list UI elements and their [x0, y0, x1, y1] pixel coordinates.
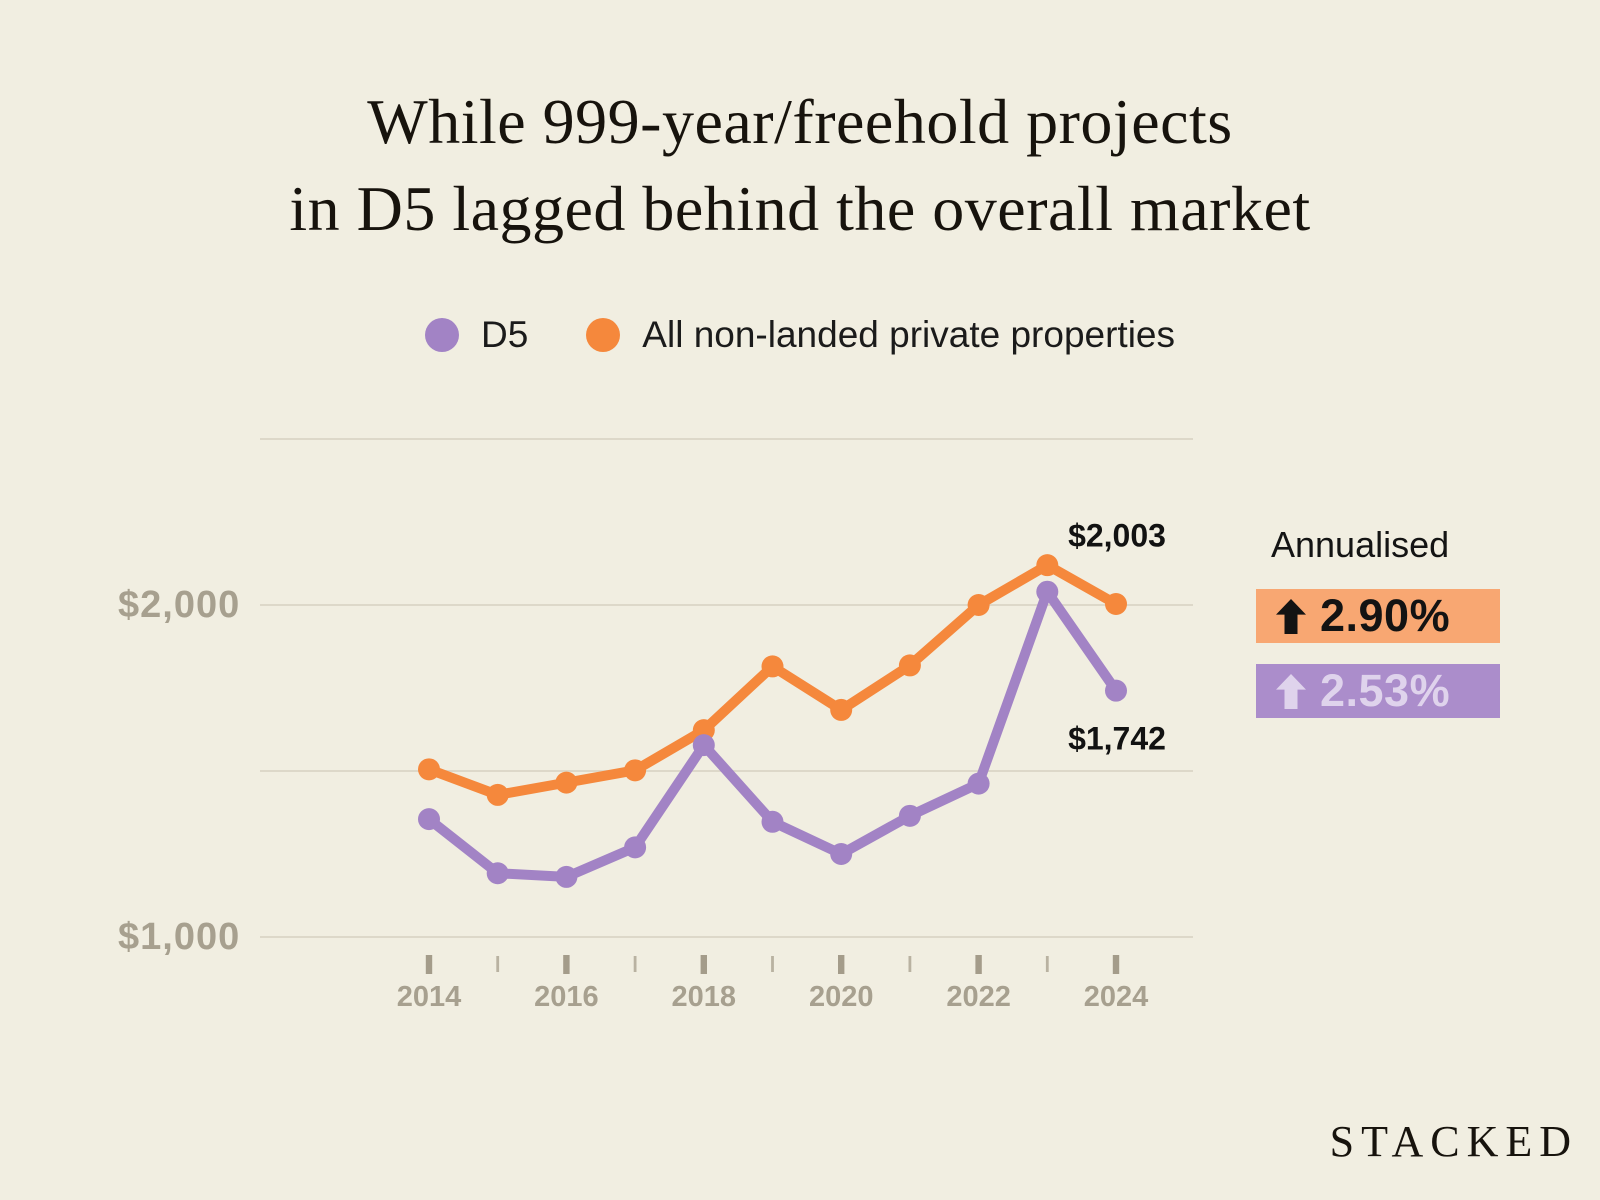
chart-title: While 999-year/freehold projects in D5 l… — [0, 78, 1600, 252]
legend-label-d5: D5 — [480, 314, 529, 355]
up-arrow-icon — [1276, 673, 1306, 710]
data-point-all — [967, 594, 990, 616]
annualised-heading: Annualised — [1271, 524, 1450, 565]
stacked-logo: STACKED — [1329, 1117, 1578, 1166]
data-point-d5 — [898, 804, 921, 827]
series-line-d5 — [424, 586, 1121, 882]
x-tick-minor — [771, 956, 774, 972]
x-tick-label: 2014 — [397, 981, 462, 1013]
data-point-all — [555, 771, 578, 794]
data-point-d5 — [624, 836, 647, 859]
annualised-value-all: 2.90% — [1320, 590, 1451, 641]
data-point-d5 — [967, 772, 990, 795]
annotation-all-2024: $2,003 — [1068, 517, 1166, 554]
data-point-all — [1036, 554, 1059, 577]
x-tick-major — [425, 955, 433, 974]
x-tick-major — [975, 955, 982, 974]
x-tick-major — [700, 955, 707, 974]
data-point-d5 — [761, 810, 784, 833]
up-arrow-icon — [1276, 598, 1306, 635]
all-legend-dot-icon — [586, 318, 621, 352]
annualised-badge-d5: 2.53% — [1256, 664, 1500, 718]
data-point-all — [624, 759, 647, 782]
chart-title-line1: While 999-year/freehold projects — [367, 86, 1233, 157]
x-tick-minor — [496, 956, 500, 972]
data-point-d5 — [418, 808, 440, 831]
data-point-d5 — [692, 734, 715, 757]
x-tick-label: 2016 — [534, 981, 599, 1013]
data-point-all — [830, 698, 853, 721]
x-tick-major — [563, 955, 570, 974]
legend-item-d5: D5 — [424, 314, 529, 356]
x-tick-minor — [908, 956, 912, 972]
data-point-all — [1105, 593, 1127, 616]
x-tick-minor — [1045, 956, 1049, 972]
data-point-d5 — [1105, 679, 1127, 702]
x-tick-major — [1112, 955, 1120, 974]
data-point-d5 — [830, 843, 853, 865]
data-point-all — [486, 783, 509, 806]
x-tick-major — [838, 955, 845, 974]
legend-item-all: All non-landed private properties — [586, 314, 1175, 356]
x-tick-label: 2018 — [672, 981, 737, 1013]
data-point-all — [761, 655, 784, 678]
annualised-badge-all: 2.90% — [1256, 589, 1500, 643]
data-point-all — [898, 654, 921, 677]
legend-label-all: All non-landed private properties — [642, 314, 1176, 355]
data-point-d5 — [555, 865, 578, 888]
x-tick-minor — [633, 956, 637, 972]
x-tick-label: 2024 — [1084, 981, 1149, 1013]
legend: D5 All non-landed private properties — [0, 314, 1600, 356]
x-tick-label: 2022 — [946, 981, 1011, 1013]
chart-title-line2: in D5 lagged behind the overall market — [289, 173, 1311, 244]
data-point-d5 — [486, 862, 509, 885]
d5-legend-dot-icon — [424, 318, 459, 352]
x-tick-label: 2020 — [809, 981, 874, 1013]
annotation-d5-2024: $1,742 — [1068, 720, 1166, 757]
data-point-d5 — [1036, 580, 1059, 603]
y-axis-label-1000: $1,000 — [118, 916, 241, 958]
annualised-value-d5: 2.53% — [1320, 665, 1451, 716]
data-point-all — [418, 758, 440, 781]
y-axis-label-2000: $2,000 — [118, 584, 241, 626]
